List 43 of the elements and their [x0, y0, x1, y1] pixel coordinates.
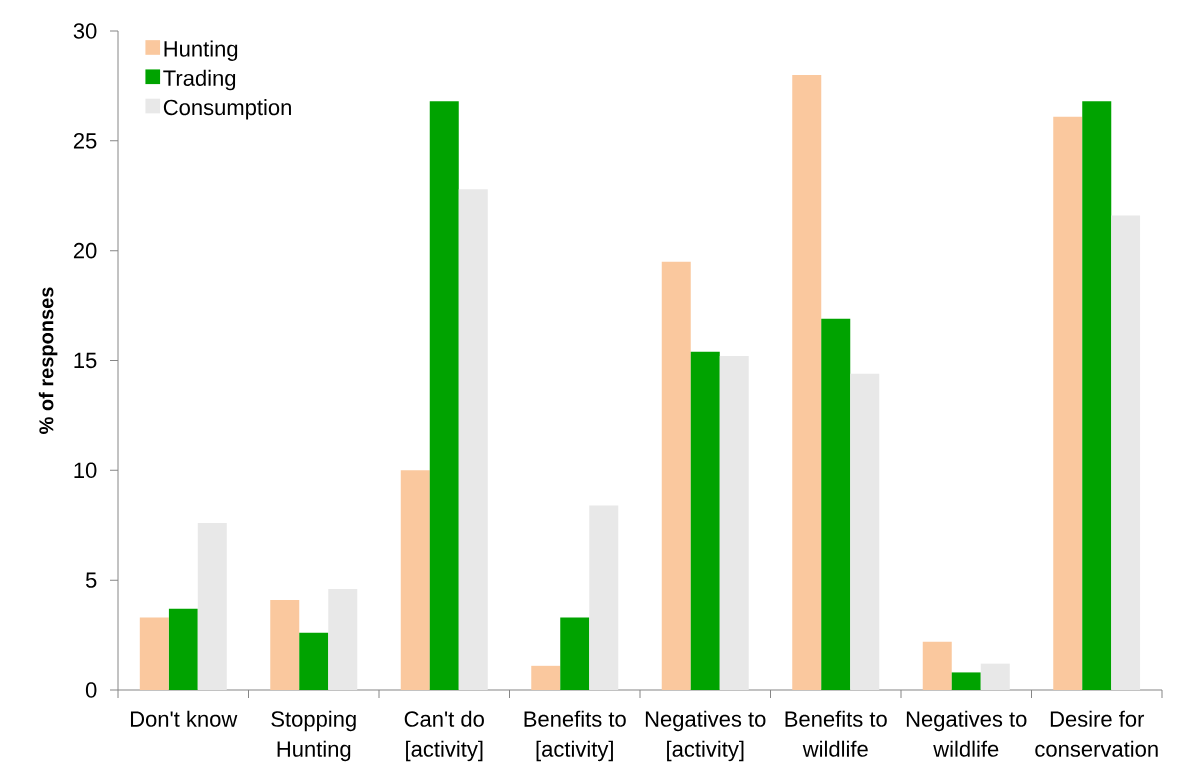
x-tick-label: Benefits to [activity] [524, 710, 626, 762]
bar [400, 470, 430, 690]
x-tick-label: Desire for conservation [1035, 710, 1158, 757]
x-tick-label: Can't do [activity] [404, 710, 484, 762]
bar [1111, 215, 1141, 690]
y-tick-label: 15 [74, 352, 97, 369]
bar [850, 373, 880, 690]
bar [328, 588, 358, 690]
y-tick-label: 10 [74, 462, 97, 479]
bar [139, 617, 169, 690]
x-tick-label: Don't know [130, 710, 238, 727]
bar [1082, 101, 1112, 690]
bar [980, 663, 1010, 690]
bar [531, 665, 561, 690]
y-tick-label: 20 [73, 242, 97, 259]
y-tick-label: 30 [73, 23, 97, 39]
bar [661, 261, 691, 690]
bar [951, 672, 981, 690]
bar [690, 351, 720, 690]
bar [719, 356, 749, 690]
bar [270, 599, 300, 690]
bar [197, 523, 227, 690]
bar [299, 632, 329, 690]
bar [168, 608, 198, 690]
bar [821, 318, 851, 690]
x-tick-label: Negatives to wildlife [906, 710, 1027, 757]
bar [560, 617, 590, 690]
x-tick-label: Benefits to wildlife [785, 710, 887, 757]
bar [792, 74, 822, 690]
bar [922, 641, 952, 690]
legend-label: Hunting [164, 40, 238, 62]
bar [458, 189, 488, 690]
y-tick-label: 5 [85, 572, 97, 588]
y-tick-label: 25 [73, 133, 97, 149]
bar [1053, 116, 1083, 690]
legend-label: Consumption [163, 99, 291, 120]
bar [429, 101, 459, 690]
legend-label: Trading [163, 69, 236, 91]
y-axis-title: % of responses [38, 287, 58, 434]
y-tick-label: 0 [85, 682, 97, 698]
x-tick-label: Negatives to [activity] [645, 710, 766, 762]
bar [589, 505, 619, 690]
x-tick-label: Stopping Hunting [271, 710, 356, 762]
